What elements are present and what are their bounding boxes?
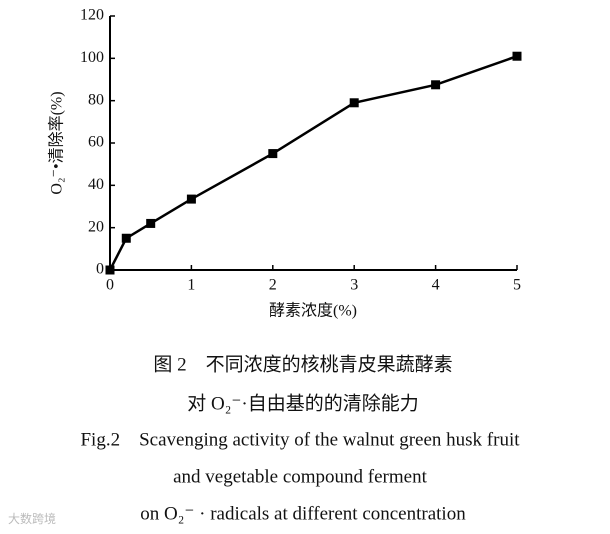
y-tick-label: 20	[88, 218, 104, 235]
y-tick-label: 60	[88, 134, 104, 151]
y-tick-label: 40	[88, 176, 104, 193]
caption-line: on O₂⁻ · radicals at different concentra…	[140, 503, 466, 524]
caption-line: Fig.2 Scavenging activity of the walnut …	[80, 429, 520, 450]
data-point	[349, 98, 359, 108]
x-axis-label: 酵素浓度(%)	[269, 302, 357, 320]
caption-line: 图 2 不同浓度的核桃青皮果蔬酵素	[153, 353, 452, 375]
caption-line: and vegetable compound ferment	[173, 466, 427, 487]
y-tick-label: 100	[80, 49, 104, 66]
x-tick-label: 2	[269, 277, 277, 294]
data-point	[512, 51, 522, 61]
data-point	[146, 218, 156, 228]
x-tick-label: 3	[350, 277, 358, 294]
data-line	[108, 55, 518, 271]
caption-line: 对 O₂⁻·自由基的的清除能力	[187, 392, 418, 414]
x-tick-label: 5	[513, 277, 521, 294]
data-point	[105, 265, 115, 275]
y-tick-label: 120	[80, 7, 104, 24]
data-point	[186, 194, 196, 204]
x-tick-label: 4	[432, 277, 440, 294]
y-tick-label: 0	[96, 261, 104, 278]
data-point	[121, 233, 131, 243]
y-tick-label: 80	[88, 91, 104, 108]
x-tick-label: 0	[106, 277, 114, 294]
data-point	[268, 149, 278, 159]
y-axis-label: O₂⁻•清除率(%)	[48, 91, 66, 194]
watermark: 大数跨境	[8, 511, 56, 526]
x-tick-label: 1	[187, 277, 195, 294]
data-point	[431, 80, 441, 90]
